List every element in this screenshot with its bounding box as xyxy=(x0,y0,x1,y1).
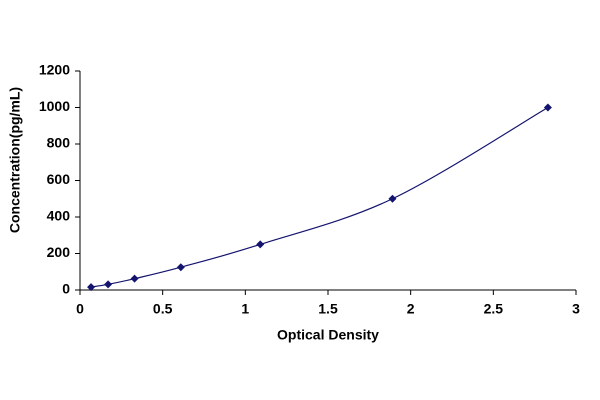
x-tick-label: 3 xyxy=(572,301,580,317)
point xyxy=(543,103,552,112)
point xyxy=(256,240,265,249)
point xyxy=(130,274,139,283)
point xyxy=(87,283,96,292)
y-tick-label: 400 xyxy=(47,208,71,224)
y-tick-label: 600 xyxy=(47,171,71,187)
y-tick-label: 800 xyxy=(47,135,71,151)
x-axis-title: Optical Density xyxy=(277,327,379,343)
x-tick-label: 0 xyxy=(76,301,84,317)
x-tick-label: 0.5 xyxy=(153,301,173,317)
x-tick-label: 2.5 xyxy=(484,301,504,317)
y-axis-title: Concentration(pg/mL) xyxy=(7,87,23,233)
y-tick-label: 1000 xyxy=(39,98,70,114)
point xyxy=(176,263,185,272)
curve xyxy=(90,106,549,288)
x-tick-label: 1 xyxy=(241,301,249,317)
point xyxy=(104,280,113,289)
x-tick-label: 2 xyxy=(407,301,415,317)
y-tick-label: 0 xyxy=(62,281,70,297)
y-tick-label: 1200 xyxy=(39,62,70,78)
x-tick-label: 1.5 xyxy=(318,301,338,317)
point xyxy=(388,194,397,203)
y-tick-label: 200 xyxy=(47,244,71,260)
